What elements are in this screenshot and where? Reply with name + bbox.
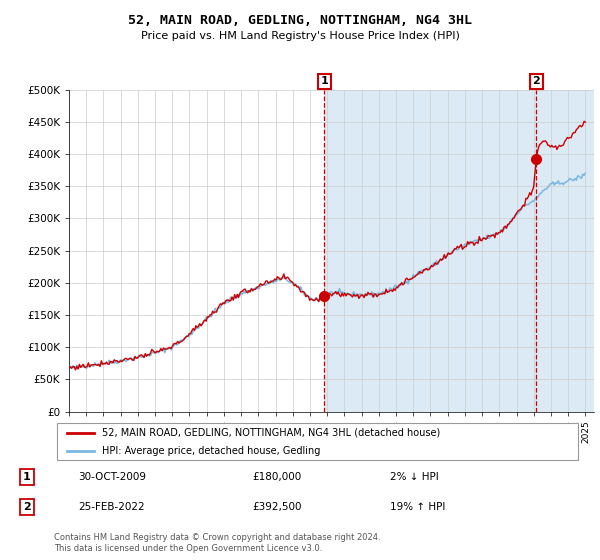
Text: 2% ↓ HPI: 2% ↓ HPI bbox=[390, 472, 439, 482]
Text: 52, MAIN ROAD, GEDLING, NOTTINGHAM, NG4 3HL: 52, MAIN ROAD, GEDLING, NOTTINGHAM, NG4 … bbox=[128, 14, 472, 27]
Text: £392,500: £392,500 bbox=[252, 502, 302, 512]
Text: £180,000: £180,000 bbox=[252, 472, 301, 482]
Text: 19% ↑ HPI: 19% ↑ HPI bbox=[390, 502, 445, 512]
Bar bbox=[324, 90, 594, 412]
Text: 1: 1 bbox=[23, 472, 31, 482]
FancyBboxPatch shape bbox=[56, 423, 578, 460]
Text: 2: 2 bbox=[532, 76, 540, 86]
Text: HPI: Average price, detached house, Gedling: HPI: Average price, detached house, Gedl… bbox=[101, 446, 320, 456]
Text: 25-FEB-2022: 25-FEB-2022 bbox=[78, 502, 145, 512]
Text: 30-OCT-2009: 30-OCT-2009 bbox=[78, 472, 146, 482]
Text: 1: 1 bbox=[320, 76, 328, 86]
Text: 2: 2 bbox=[23, 502, 31, 512]
Text: Price paid vs. HM Land Registry's House Price Index (HPI): Price paid vs. HM Land Registry's House … bbox=[140, 31, 460, 41]
Text: Contains HM Land Registry data © Crown copyright and database right 2024.
This d: Contains HM Land Registry data © Crown c… bbox=[54, 533, 380, 553]
Text: 52, MAIN ROAD, GEDLING, NOTTINGHAM, NG4 3HL (detached house): 52, MAIN ROAD, GEDLING, NOTTINGHAM, NG4 … bbox=[101, 428, 440, 437]
